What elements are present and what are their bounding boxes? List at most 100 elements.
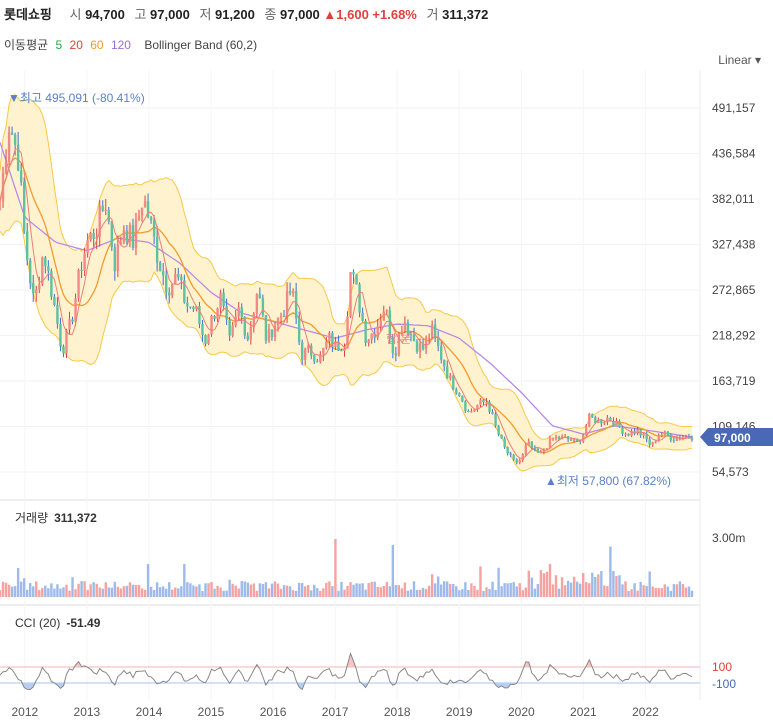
candle-body <box>168 292 171 296</box>
volume-bar <box>128 582 132 597</box>
candle-body <box>551 437 555 439</box>
volume-bar <box>195 586 198 597</box>
open-value: 94,700 <box>85 7 125 22</box>
candle-body <box>171 283 174 296</box>
candle-body <box>421 344 425 350</box>
volume-bar <box>412 581 416 597</box>
volume-bar <box>560 577 564 597</box>
volume-bar <box>509 583 512 597</box>
candle-body <box>615 420 618 427</box>
bollinger-legend[interactable]: Bollinger Band (60,2) <box>144 38 258 52</box>
volume-bar <box>675 584 679 597</box>
candle-body <box>276 317 280 326</box>
volume-bar <box>500 586 503 597</box>
volume-bar <box>213 588 216 597</box>
candle-body <box>427 337 431 339</box>
volume-bar <box>446 581 449 597</box>
x-tick-label: 2012 <box>11 705 38 719</box>
volume-bar <box>566 580 570 597</box>
candle-body <box>500 434 503 439</box>
volume-bar <box>110 587 114 597</box>
volume-bar <box>307 585 310 597</box>
volume-bar <box>258 583 262 597</box>
candle-body <box>651 442 654 445</box>
candle-body <box>192 306 195 310</box>
volume-bar <box>334 539 337 597</box>
volume-bar <box>225 590 228 597</box>
candle-body <box>497 425 500 435</box>
candle-body <box>101 205 104 211</box>
volume-bar <box>388 586 392 597</box>
scale-selector[interactable]: Linear ▾ <box>718 53 761 67</box>
volume-bar <box>222 590 225 597</box>
x-tick-label: 2016 <box>260 705 287 719</box>
indicator-legend[interactable]: 이동평균 5 20 60 120 Bollinger Band (60,2) <box>4 36 261 53</box>
volume-bar <box>666 586 670 597</box>
volume-bar <box>300 582 304 597</box>
volume-bar <box>545 571 549 597</box>
volume-bar <box>609 546 612 597</box>
candle-body <box>554 437 558 439</box>
ma20-legend[interactable]: 20 <box>69 38 83 52</box>
volume-bar <box>177 588 180 597</box>
ma120-legend[interactable]: 120 <box>110 38 131 52</box>
candle-body <box>19 170 23 182</box>
volume-bar <box>183 564 186 597</box>
volume-bar <box>455 586 458 597</box>
candle-body <box>249 326 253 340</box>
volume-bar <box>234 585 237 597</box>
candle-body <box>548 438 552 449</box>
volume-bar <box>4 582 8 597</box>
volume-bar <box>358 583 361 597</box>
volume-bar <box>639 581 642 597</box>
volume-bar <box>479 566 482 597</box>
volume-bar <box>240 581 243 597</box>
volume-bar <box>74 589 77 597</box>
candle-body <box>62 346 65 354</box>
volume-bar <box>569 582 573 597</box>
candle-body <box>482 399 485 403</box>
volume-bar <box>65 584 68 597</box>
volume-bar <box>98 587 101 597</box>
volume-bar <box>149 586 153 597</box>
volume-bar <box>337 590 340 597</box>
x-tick-label: 2017 <box>322 705 349 719</box>
candle-body <box>149 217 153 221</box>
volume-bar <box>7 584 11 597</box>
candle-body <box>433 324 437 337</box>
low-annotation: ▲최저 57,800 (67.82%) <box>545 474 671 488</box>
volume-bar <box>201 590 204 597</box>
volume-bar <box>669 590 673 597</box>
ma5-legend[interactable]: 5 <box>55 38 63 52</box>
candle-body <box>412 334 416 342</box>
volume-bar <box>282 585 286 597</box>
volume-bar <box>467 589 470 597</box>
event-marker[interactable]: 합/분 <box>386 332 411 346</box>
volume-bar <box>582 572 585 597</box>
volume-bar <box>600 571 603 597</box>
candle-body <box>322 347 325 355</box>
candle-body <box>618 420 621 428</box>
candle-body <box>307 345 310 349</box>
candle-body <box>681 437 685 439</box>
volume-bar <box>627 590 630 597</box>
ma60-legend[interactable]: 60 <box>90 38 104 52</box>
candle-body <box>391 337 395 354</box>
volume-bar <box>557 588 561 597</box>
x-tick-label: 2021 <box>570 705 597 719</box>
candle-body <box>59 323 62 347</box>
volume-bar <box>346 585 349 597</box>
volume-bar <box>246 582 249 597</box>
candle-body <box>367 339 370 343</box>
candle-body <box>300 342 304 360</box>
volume-bar <box>22 578 26 597</box>
volume-bar <box>285 585 289 597</box>
candle-body <box>177 273 180 277</box>
candle-body <box>44 257 47 267</box>
candle-body <box>216 308 219 319</box>
volume-bar <box>252 583 256 597</box>
volume-bar <box>449 583 452 597</box>
volume-bar <box>297 582 301 597</box>
volume-bar <box>624 581 627 597</box>
